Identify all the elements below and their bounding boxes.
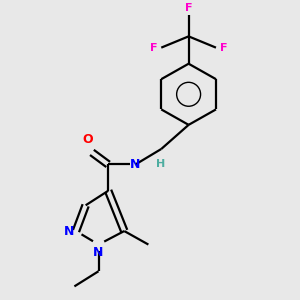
Text: O: O — [82, 134, 93, 146]
Text: F: F — [185, 3, 192, 13]
Text: N: N — [93, 246, 104, 259]
Text: H: H — [156, 159, 166, 170]
Text: F: F — [150, 43, 158, 52]
Text: N: N — [64, 224, 74, 238]
Text: F: F — [220, 43, 227, 52]
Text: N: N — [130, 158, 141, 171]
